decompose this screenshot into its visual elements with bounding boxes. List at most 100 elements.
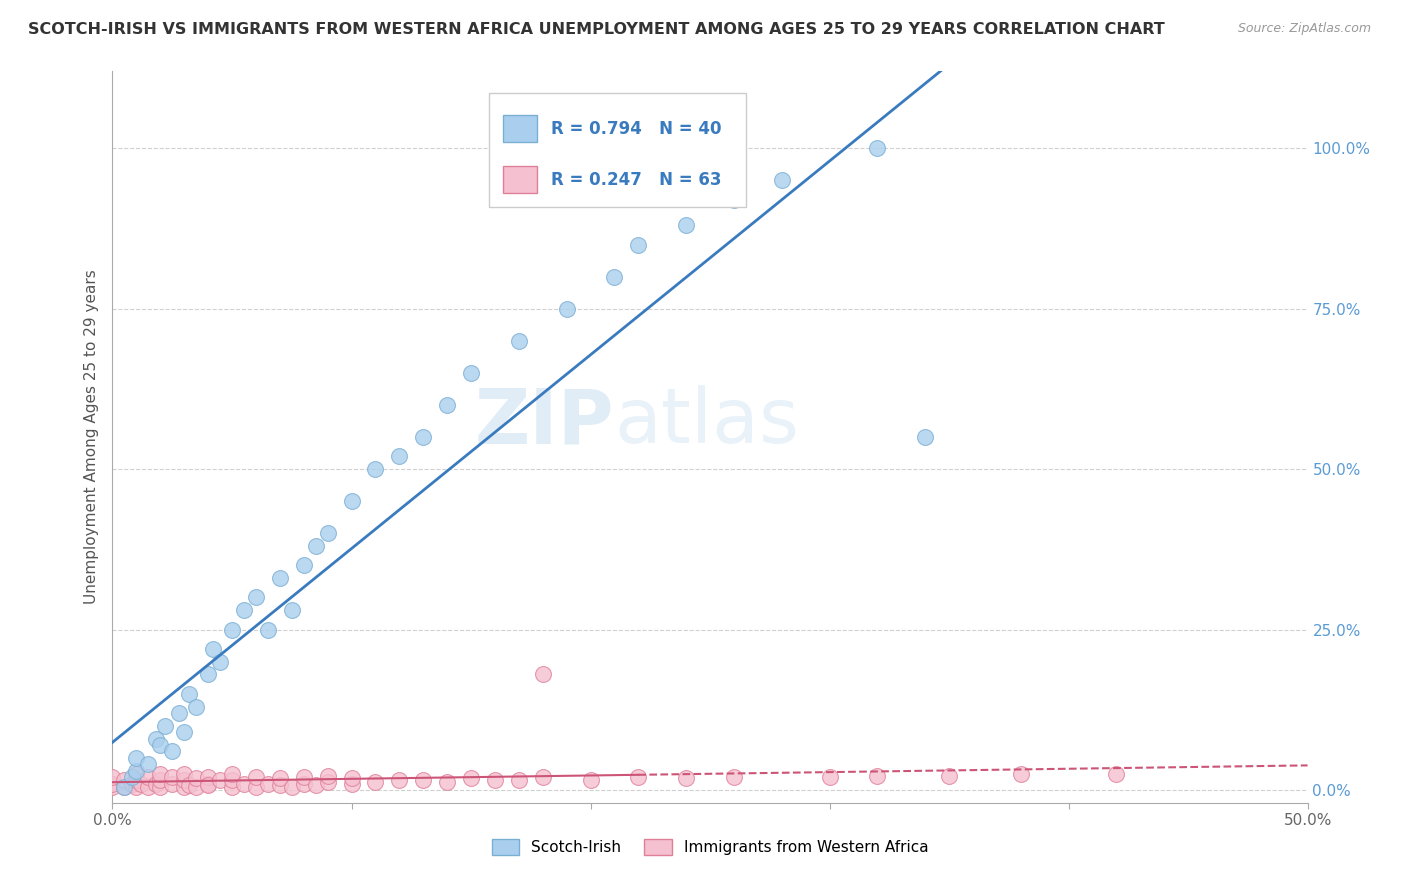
Point [138,780,160,794]
Point [723,770,745,784]
Point [114,780,135,794]
Point [1010,767,1032,781]
Point [145,731,167,746]
Point [129,776,152,790]
Point [531,770,554,784]
Point [101,776,124,790]
Point [603,269,626,284]
Point [201,641,224,656]
Point [292,776,315,790]
Point [305,539,328,553]
Point [627,770,650,784]
Text: SCOTCH-IRISH VS IMMIGRANTS FROM WESTERN AFRICA UNEMPLOYMENT AMONG AGES 25 TO 29 : SCOTCH-IRISH VS IMMIGRANTS FROM WESTERN … [28,22,1164,37]
Point [508,773,530,788]
Point [197,776,219,790]
Point [125,767,148,781]
Point [245,591,267,605]
Point [173,767,195,781]
Point [233,603,256,617]
Point [177,778,200,792]
Point [675,772,697,786]
Point [209,655,232,669]
Point [412,773,434,788]
Point [723,193,745,207]
Point [531,667,554,681]
Point [316,526,339,541]
Point [484,773,506,788]
Point [173,780,195,794]
Point [316,775,339,789]
Point [177,687,200,701]
Point [340,772,363,786]
Point [149,738,172,752]
Point [125,751,148,765]
Point [121,770,143,784]
Point [197,667,219,681]
Point [257,776,280,790]
Point [555,301,578,316]
Point [675,219,697,233]
Point [149,773,172,788]
Point [281,780,304,794]
Point [186,772,208,786]
Point [770,173,793,187]
Point [114,780,135,794]
Point [114,773,135,788]
Point [412,430,434,444]
Text: ZIP: ZIP [475,385,614,459]
Point [209,773,232,788]
Point [938,769,960,783]
Point [388,773,411,788]
Point [340,776,363,790]
FancyBboxPatch shape [489,94,747,207]
Point [316,769,339,783]
Point [340,494,363,508]
Point [197,770,219,784]
Point [173,725,195,739]
Point [138,757,160,772]
Point [436,775,458,789]
Point [292,770,315,784]
Point [197,778,219,792]
Point [364,775,387,789]
Legend: Scotch-Irish, Immigrants from Western Africa: Scotch-Irish, Immigrants from Western Af… [485,833,935,861]
Point [245,780,267,794]
Bar [503,115,537,142]
Point [866,769,889,783]
Point [162,770,183,784]
Point [101,770,124,784]
Point [162,776,183,790]
Point [221,780,243,794]
Point [173,773,195,788]
Point [145,776,167,790]
Point [125,773,148,788]
Point [460,772,482,786]
Point [269,571,291,585]
Point [221,623,243,637]
Text: Source: ZipAtlas.com: Source: ZipAtlas.com [1237,22,1371,36]
Text: R = 0.247   N = 63: R = 0.247 N = 63 [551,170,721,189]
Point [169,706,191,720]
Y-axis label: Unemployment Among Ages 25 to 29 years: Unemployment Among Ages 25 to 29 years [83,269,98,605]
Text: atlas: atlas [614,385,799,459]
Point [149,780,172,794]
Point [292,558,315,573]
Point [101,780,124,794]
Point [627,237,650,252]
Point [162,744,183,758]
Point [125,764,148,778]
Text: R = 0.794   N = 40: R = 0.794 N = 40 [551,120,721,137]
Point [221,767,243,781]
Bar [503,167,537,193]
Point [186,780,208,794]
Point [866,141,889,155]
Point [914,430,936,444]
Point [149,767,172,781]
Point [125,780,148,794]
Point [233,776,256,790]
Point [153,719,176,733]
Point [508,334,530,348]
Point [269,778,291,792]
Point [121,776,143,790]
Point [245,770,267,784]
